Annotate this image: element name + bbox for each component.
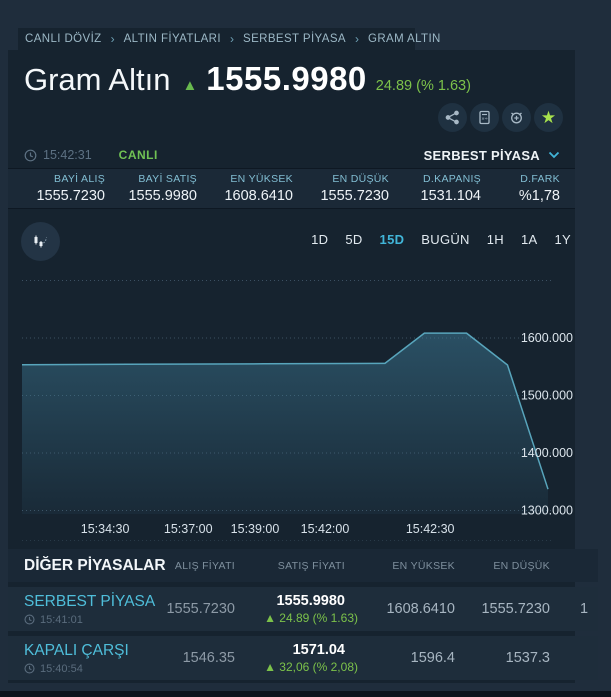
- breadcrumb: CANLI DÖVİZ › ALTIN FİYATLARI › SERBEST …: [18, 28, 440, 50]
- svg-text:15:39:00: 15:39:00: [231, 522, 280, 536]
- col-satis-fiyati: SATIŞ FİYATI: [277, 559, 345, 572]
- breadcrumb-separator-icon: ›: [110, 32, 115, 46]
- cell-satis: 1571.04 ▲ 32,06 (% 2,08): [235, 642, 358, 674]
- cell-clipped: 1: [580, 601, 589, 617]
- price-chart[interactable]: 1600.000 1500.000 1400.000 1300.000 15:34:30…: [8, 271, 575, 542]
- share-icon: [445, 110, 459, 125]
- row-time: 15:40:54: [24, 663, 153, 675]
- alarm-plus-icon: [511, 112, 522, 124]
- chevron-down-icon: [548, 151, 560, 159]
- share-button[interactable]: [438, 103, 467, 132]
- market-link[interactable]: SERBEST PİYASA: [24, 592, 156, 610]
- range-5d[interactable]: 5D: [345, 232, 363, 247]
- range-1y[interactable]: 1Y: [554, 232, 571, 247]
- live-status-row: 15:42:31 CANLI SERBEST PİYASA: [8, 142, 575, 168]
- svg-text:15:37:00: 15:37:00: [164, 522, 213, 536]
- toolbar: ×÷ ★: [438, 103, 563, 132]
- col-en-yuksek: EN YÜKSEK: [392, 559, 455, 572]
- stat-en-dusuk: EN DÜŞÜK 1555.7230: [320, 173, 389, 204]
- table-row-serbest-piyasa[interactable]: SERBEST PİYASA 15:41:01 1555.7230 1555.9…: [8, 587, 598, 631]
- cell-en-dusuk: 1555.7230: [481, 601, 550, 617]
- range-bugun[interactable]: BUGÜN: [421, 232, 470, 247]
- range-15d[interactable]: 15D: [379, 232, 405, 247]
- svg-text:15:42:30: 15:42:30: [406, 522, 455, 536]
- cell-alis: 1555.7230: [166, 601, 235, 617]
- range-1a[interactable]: 1A: [520, 232, 538, 247]
- breadcrumb-separator-icon: ›: [230, 32, 234, 46]
- favorite-button[interactable]: ★: [534, 103, 563, 132]
- table-header: DİĞER PİYASALAR ALIŞ FİYATI SATIŞ FİYATI…: [8, 549, 598, 582]
- area-chart-canvas: 1600.000 1500.000 1400.000 1300.000 15:34:30…: [21, 279, 573, 542]
- breadcrumb-altin-fiyatlari[interactable]: ALTIN FİYATLARI: [123, 33, 221, 45]
- svg-text:1400.000: 1400.000: [521, 446, 573, 460]
- table-title: DİĞER PİYASALAR: [24, 556, 166, 574]
- range-1d[interactable]: 1D: [311, 232, 329, 247]
- stat-dkapanis: D.KAPANIŞ 1531.104: [420, 173, 481, 204]
- last-price: 1555.9980: [206, 60, 367, 97]
- row-time: 15:41:01: [24, 614, 153, 626]
- stats-band: BAYİ ALIŞ 1555.7230 BAYİ SATIŞ 1555.9980 E…: [8, 168, 575, 209]
- clock-icon: [24, 149, 37, 161]
- calculator-button[interactable]: ×÷: [470, 103, 499, 132]
- table-row-kapali-carsi[interactable]: KAPALI ÇARŞI 15:40:54 1546.35 1571.04 ▲ …: [8, 636, 598, 680]
- svg-text:1600.000: 1600.000: [521, 331, 573, 345]
- stat-dfark: D.FARK %1,78: [518, 173, 560, 204]
- candlestick-chart-icon: [34, 235, 47, 247]
- up-triangle-icon: ▲: [182, 77, 198, 94]
- svg-text:1500.000: 1500.000: [521, 389, 573, 403]
- price-change: 24.89 (% 1.63): [375, 78, 471, 94]
- stat-bayi-alis: BAYİ ALIŞ 1555.7230: [36, 173, 105, 204]
- chart-type-button[interactable]: [21, 222, 60, 261]
- svg-text:×÷: ×÷: [481, 117, 487, 123]
- svg-text:1300.000: 1300.000: [521, 504, 573, 518]
- row-change: ▲ 32,06 (% 2,08): [264, 660, 358, 674]
- cell-en-yuksek: 1608.6410: [386, 601, 455, 617]
- svg-text:15:34:30: 15:34:30: [81, 522, 130, 536]
- cell-en-yuksek: 1596.4: [410, 650, 455, 666]
- page-title: Gram Altın: [24, 62, 171, 97]
- clock-icon: [24, 614, 35, 625]
- breadcrumb-canli-doviz[interactable]: CANLI DÖVİZ: [25, 33, 102, 45]
- range-1h[interactable]: 1H: [486, 232, 504, 247]
- last-update-time: 15:42:31: [24, 148, 92, 162]
- stat-bayi-satis: BAYİ SATIŞ 1555.9980: [128, 173, 197, 204]
- clock-icon: [24, 663, 35, 674]
- cell-alis: 1546.35: [182, 650, 235, 666]
- calculator-icon: ×÷: [479, 110, 490, 125]
- time-range-selector: 1D 5D 15D BUGÜN 1H 1A 1Y: [311, 232, 571, 247]
- cell-satis: 1555.9980 ▲ 24.89 (% 1.63): [235, 593, 358, 625]
- other-markets-table: DİĞER PİYASALAR ALIŞ FİYATI SATIŞ FİYATI…: [8, 549, 598, 680]
- cell-en-dusuk: 1537.3: [505, 650, 550, 666]
- col-alis-fiyati: ALIŞ FİYATI: [174, 559, 235, 572]
- col-en-dusuk: EN DÜŞÜK: [493, 559, 550, 572]
- breadcrumb-gram-altin[interactable]: GRAM ALTIN: [367, 33, 441, 45]
- stat-en-yuksek: EN YÜKSEK 1608.6410: [224, 173, 293, 204]
- market-selector-dropdown[interactable]: SERBEST PİYASA: [424, 148, 560, 163]
- breadcrumb-separator-icon: ›: [354, 32, 359, 46]
- row-change: ▲ 24.89 (% 1.63): [264, 611, 358, 625]
- market-link[interactable]: KAPALI ÇARŞI: [24, 641, 129, 659]
- instrument-header: Gram Altın ▲ 1555.9980 24.89 (% 1.63): [24, 60, 471, 98]
- svg-text:15:42:00: 15:42:00: [301, 522, 350, 536]
- alarm-button[interactable]: [502, 103, 531, 132]
- star-icon: ★: [540, 108, 557, 127]
- bottom-divider: [0, 691, 611, 697]
- breadcrumb-serbest-piyasa[interactable]: SERBEST PİYASA: [243, 33, 346, 45]
- live-badge: CANLI: [118, 148, 158, 162]
